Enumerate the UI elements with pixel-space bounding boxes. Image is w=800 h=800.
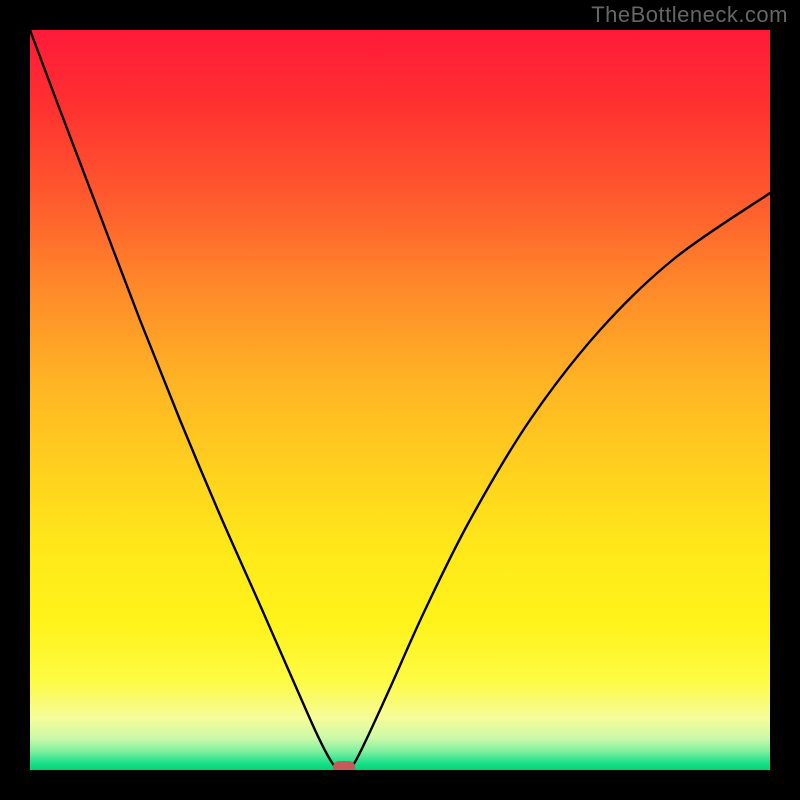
bottleneck-marker [333,761,355,770]
gradient-background [30,30,770,770]
watermark-text: TheBottleneck.com [591,2,788,28]
plot-area [30,30,770,770]
chart-canvas: TheBottleneck.com [0,0,800,800]
